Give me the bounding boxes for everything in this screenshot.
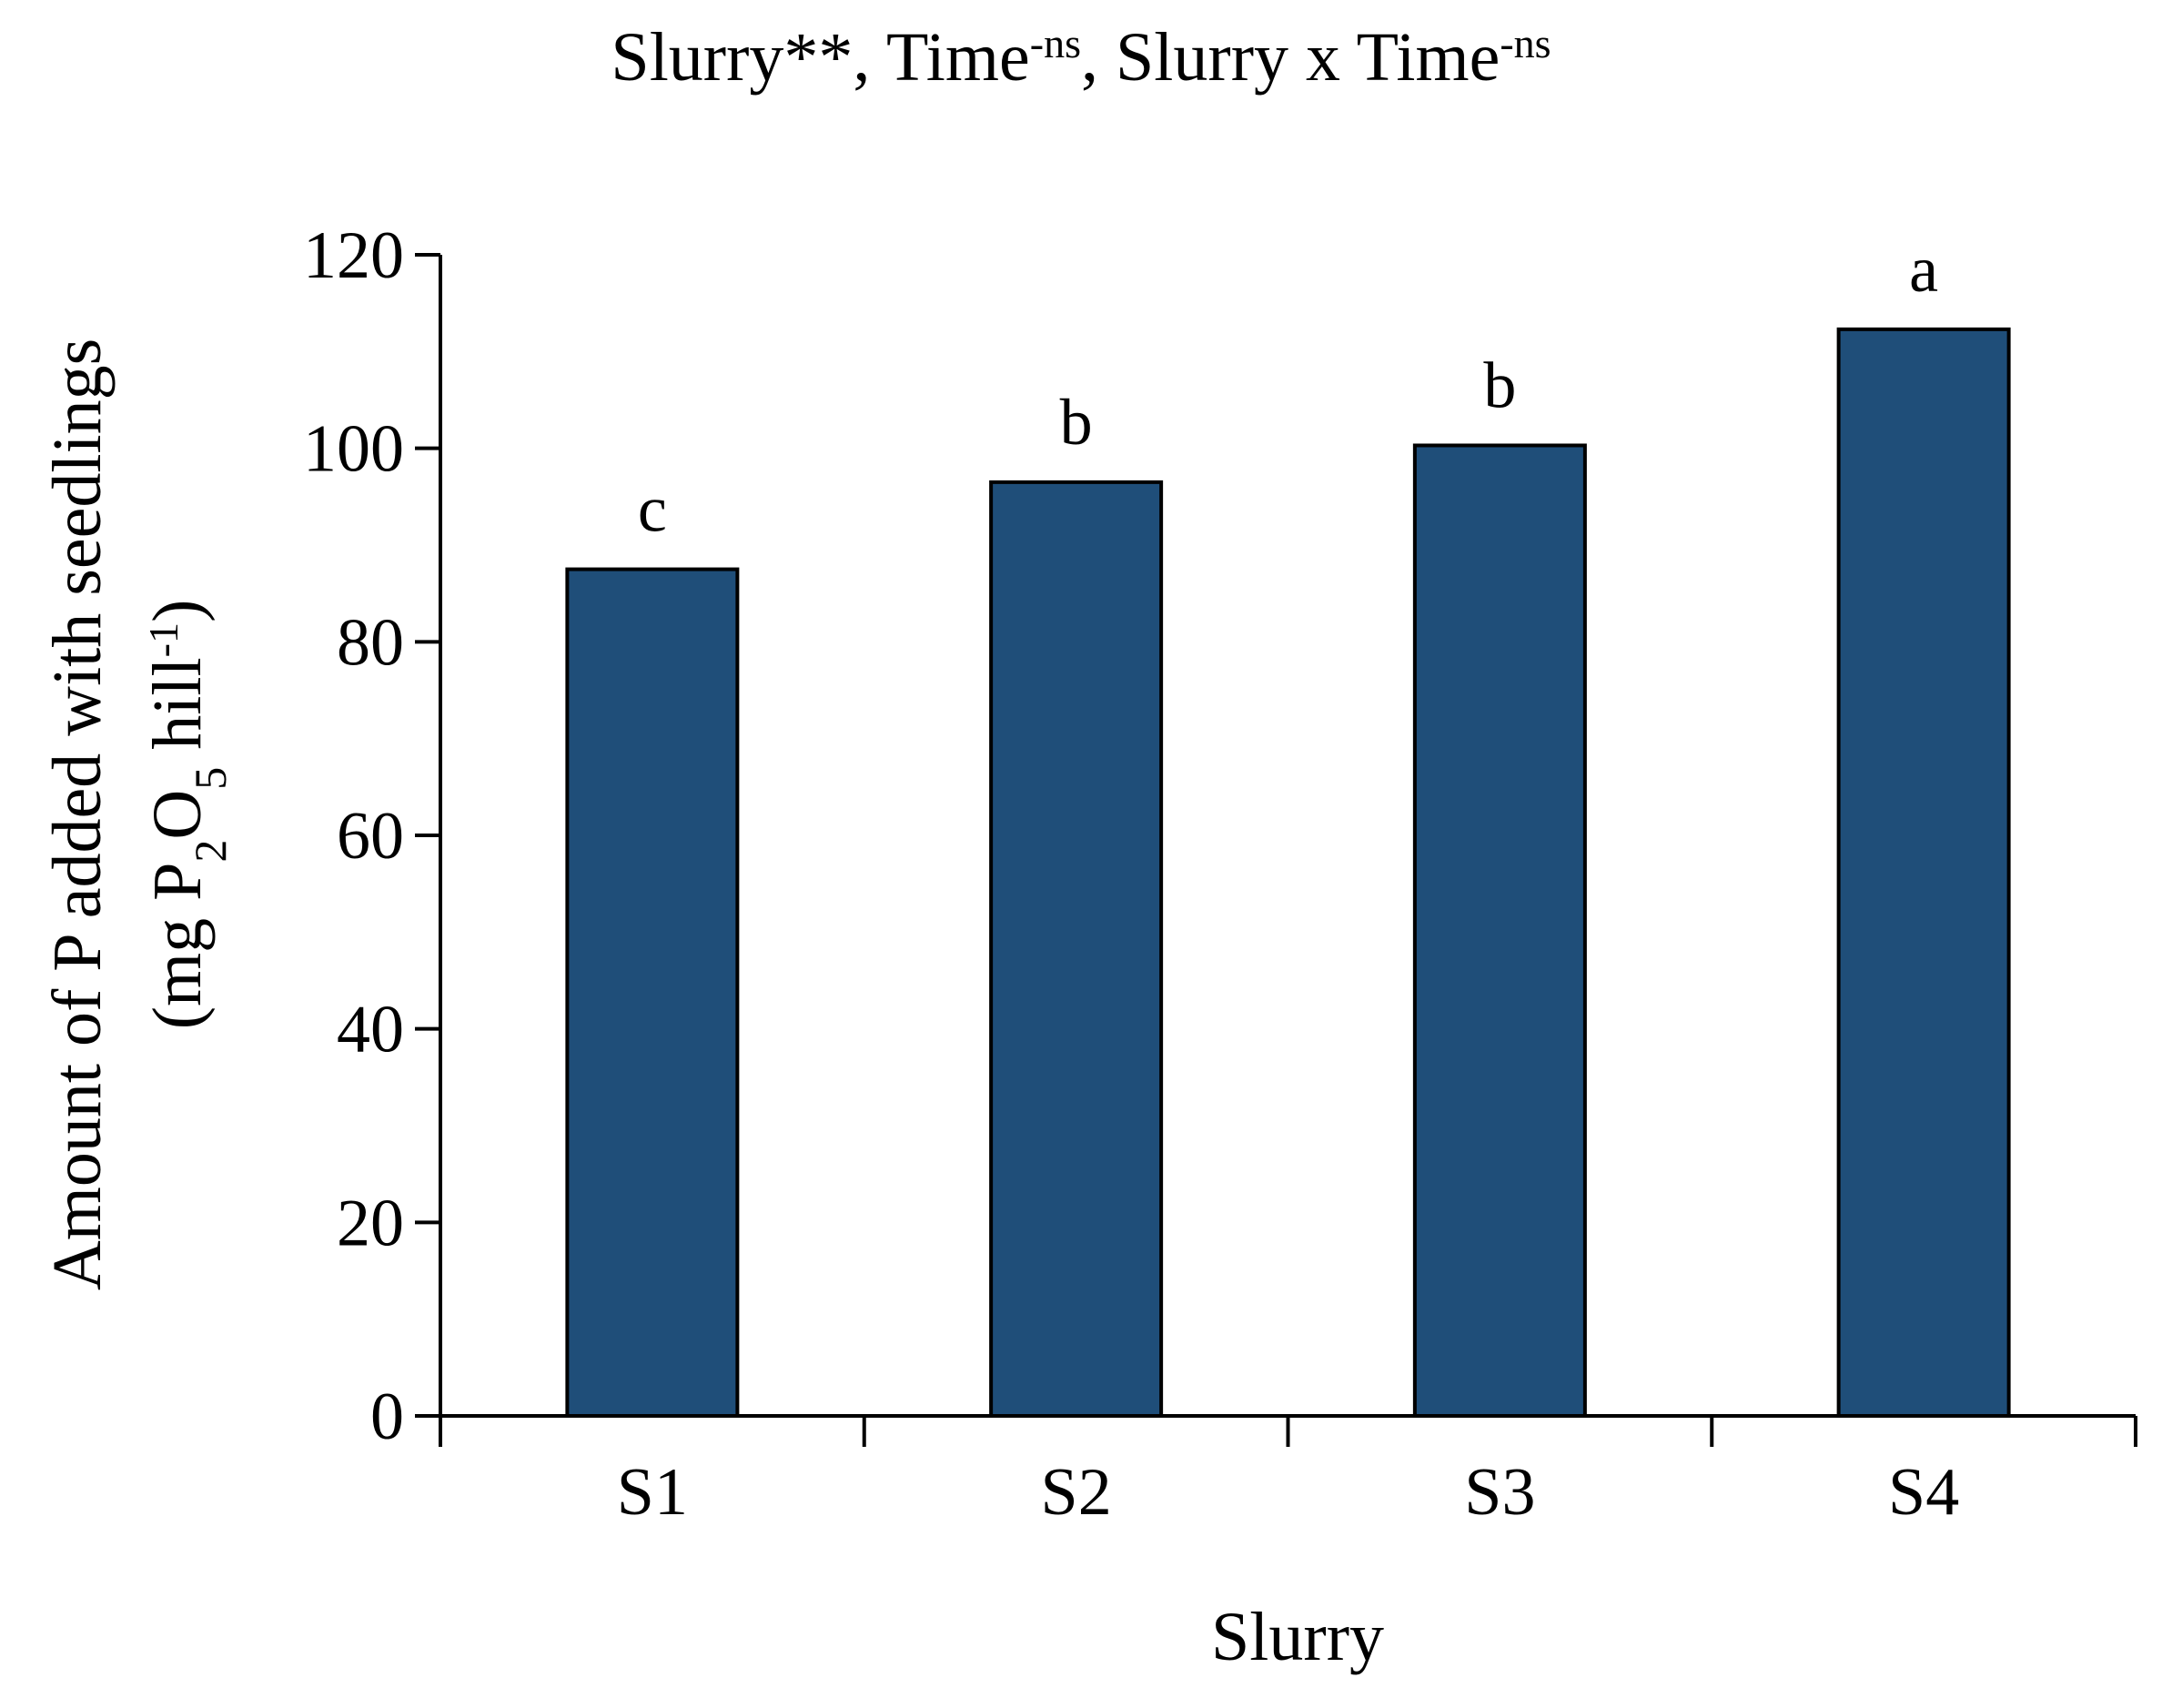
y-axis-title-line2: (mg P2O5 hill-1) — [139, 600, 236, 1030]
y-axis-title-segment: -1 — [140, 622, 187, 657]
bar-s2 — [989, 480, 1164, 1419]
title-superscript: -ns — [1500, 20, 1551, 66]
title-segment: , Slurry x Time — [1081, 19, 1500, 96]
y-axis-title-segment: ) — [139, 600, 216, 622]
y-axis-title-segment: 5 — [185, 767, 236, 790]
title-segment: Slurry**, Time — [611, 19, 1029, 96]
y-tick-label: 60 — [337, 799, 404, 874]
bar-s4 — [1836, 327, 2011, 1418]
y-tick-label: 40 — [337, 993, 404, 1067]
significance-letter: b — [1060, 386, 1093, 459]
x-tick-label: S3 — [1464, 1455, 1535, 1530]
significance-letter: c — [638, 473, 667, 546]
x-tick-label: S4 — [1888, 1455, 1959, 1530]
x-tick-label: S2 — [1041, 1455, 1112, 1530]
y-axis-title-segment: hill — [139, 657, 216, 766]
x-axis-title: Slurry — [1211, 1599, 1384, 1675]
y-axis-title: Amount of P added with seedlings (mg P2O… — [39, 339, 236, 1290]
bar-s1 — [565, 567, 740, 1418]
plot-area: 0 20 40 60 80 100 120 S1 c S2 b S3 b S4 a — [303, 218, 2137, 1530]
significance-letter: b — [1483, 349, 1516, 421]
y-tick-label: 0 — [370, 1380, 404, 1454]
y-axis-title-segment: (mg P — [139, 863, 216, 1030]
title-superscript: -ns — [1030, 20, 1081, 66]
y-tick-label: 20 — [337, 1186, 404, 1260]
chart-title: Slurry**, Time-ns, Slurry x Time-ns — [611, 19, 1551, 96]
y-axis-title-line1: Amount of P added with seedlings — [39, 339, 116, 1290]
significance-letter: a — [1909, 233, 1938, 306]
y-axis-title-segment: 2 — [185, 840, 236, 863]
y-axis-title-segment: O — [139, 790, 216, 840]
y-tick-label: 120 — [303, 218, 404, 293]
y-tick-label: 80 — [337, 605, 404, 680]
y-tick-label: 100 — [303, 412, 404, 487]
bar-s3 — [1412, 443, 1587, 1418]
x-tick-label: S1 — [617, 1455, 688, 1530]
